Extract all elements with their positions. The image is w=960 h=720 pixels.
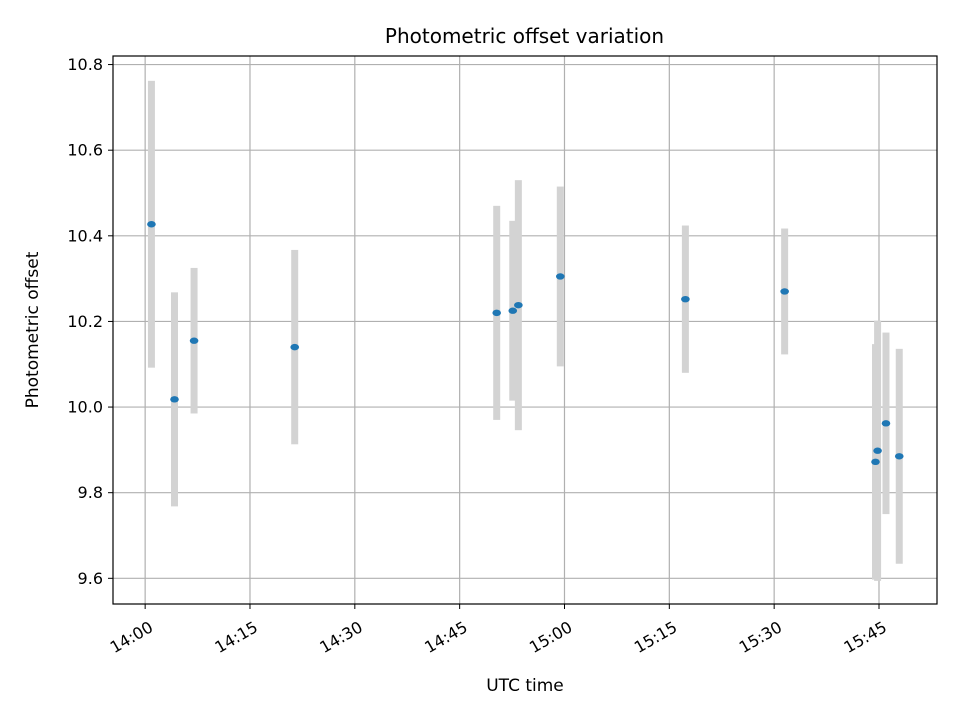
y-tick-label: 10.8	[67, 55, 103, 74]
data-point	[780, 288, 789, 295]
data-point	[290, 343, 300, 351]
plot-frame	[112, 55, 938, 605]
y-tick-label: 9.6	[78, 569, 103, 588]
data-point	[881, 420, 891, 427]
y-tick-label: 10.4	[67, 226, 103, 245]
point-layer	[147, 221, 904, 466]
y-tick-label: 10.2	[67, 312, 103, 331]
data-point	[873, 447, 882, 454]
data-point	[681, 295, 690, 303]
y-axis: 9.6 9.8 10.0 10.2 10.4 10.6 10.8	[67, 55, 113, 588]
data-point	[894, 453, 904, 460]
y-tick-label: 9.8	[78, 483, 103, 502]
data-point	[147, 221, 156, 228]
chart-title: Photometric offset variation	[385, 24, 664, 48]
y-tick-label: 10.6	[67, 141, 103, 160]
y-axis-title: Photometric offset	[23, 251, 43, 408]
data-point	[514, 301, 523, 309]
data-point	[508, 307, 518, 314]
y-tick-label: 10.0	[67, 398, 103, 417]
data-point	[170, 396, 179, 403]
data-point	[189, 337, 199, 344]
data-point	[871, 458, 880, 466]
x-axis-title: UTC time	[486, 676, 564, 696]
data-point	[555, 273, 565, 280]
grid-layer	[113, 56, 937, 604]
data-point	[492, 309, 501, 317]
